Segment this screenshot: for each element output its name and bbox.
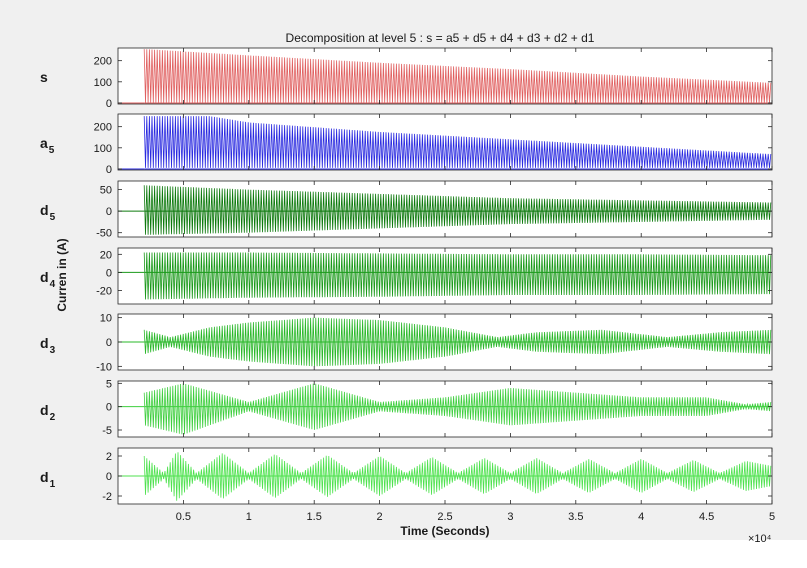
panel-d2: -5 0 5 d2 [40, 378, 773, 438]
x-tick-label: 1.5 [307, 511, 322, 523]
y-tick-label: -2 [102, 491, 112, 503]
x-tick-label: 2.5 [437, 511, 452, 523]
x-tick-label: 4 [638, 511, 644, 523]
y-tick-label: 0 [106, 98, 112, 110]
panel-label-d5: d5 [40, 202, 56, 223]
panel-label-d3: d3 [40, 335, 56, 356]
panel-label-a5: a5 [40, 135, 55, 156]
y-tick-label: 10 [100, 313, 112, 325]
y-tick-label: 100 [94, 77, 112, 89]
panel-label-d1: d1 [40, 469, 56, 490]
panel-label-s: s [40, 69, 48, 85]
x-axis-label: Time (Seconds) [400, 524, 489, 538]
panel-label-d4: d4 [40, 269, 56, 290]
y-tick-label: -50 [96, 228, 112, 240]
y-tick-label: 50 [100, 185, 112, 197]
panel-label-d2: d2 [40, 402, 56, 423]
y-tick-label: 0 [106, 164, 112, 176]
panels-group: 0100200s0100200a5-50050d5-20020d4-10010d… [40, 47, 775, 523]
panel-d1: -2 0 2 d1 [40, 447, 773, 505]
y-tick-label: 200 [94, 56, 112, 68]
panel-d5: -50 0 50 d5 [40, 180, 773, 240]
x-axis-multiplier: ×10⁴ [748, 533, 772, 545]
signal-trace-d1 [143, 452, 772, 501]
y-tick-label: 200 [94, 122, 112, 134]
y-tick-label: -20 [96, 285, 112, 297]
y-tick-label: 0 [106, 471, 112, 483]
x-tick-label: 2 [377, 511, 383, 523]
signal-trace-a5 [143, 116, 772, 168]
x-tick-label: 4.5 [699, 511, 714, 523]
panel-d4: -20 0 20 d4 [40, 247, 773, 305]
y-tick-label: 20 [100, 249, 112, 261]
x-tick-label: 0.5 [176, 511, 191, 523]
y-tick-label: -10 [96, 361, 112, 373]
signal-trace-d3 [143, 317, 772, 367]
y-tick-label: 0 [106, 267, 112, 279]
y-tick-label: -5 [102, 425, 112, 437]
x-tick-label: 3.5 [568, 511, 583, 523]
x-tick-label: 5 [769, 511, 775, 523]
y-tick-label: 2 [106, 451, 112, 463]
y-tick-label: 0 [106, 402, 112, 414]
panel-s: 0 100 200 s [40, 47, 773, 110]
y-axis-label: Curren in (A) [55, 238, 69, 311]
signal-trace-d5 [143, 185, 772, 235]
signal-trace-d4 [143, 252, 772, 300]
x-tick-label: 3 [507, 511, 513, 523]
y-tick-label: 0 [106, 206, 112, 218]
panel-d3: -10 0 10 d3 [40, 313, 773, 373]
signal-trace-d2 [143, 383, 772, 435]
y-tick-label: 100 [94, 143, 112, 155]
y-tick-label: 0 [106, 337, 112, 349]
chart-title: Decomposition at level 5 : s = a5 + d5 +… [286, 31, 595, 45]
x-tick-label: 1 [246, 511, 252, 523]
panel-a5: 0 100 200 a5 [40, 113, 773, 176]
y-tick-label: 5 [106, 378, 112, 390]
